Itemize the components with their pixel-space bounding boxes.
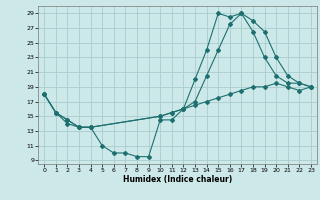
X-axis label: Humidex (Indice chaleur): Humidex (Indice chaleur) [123,175,232,184]
